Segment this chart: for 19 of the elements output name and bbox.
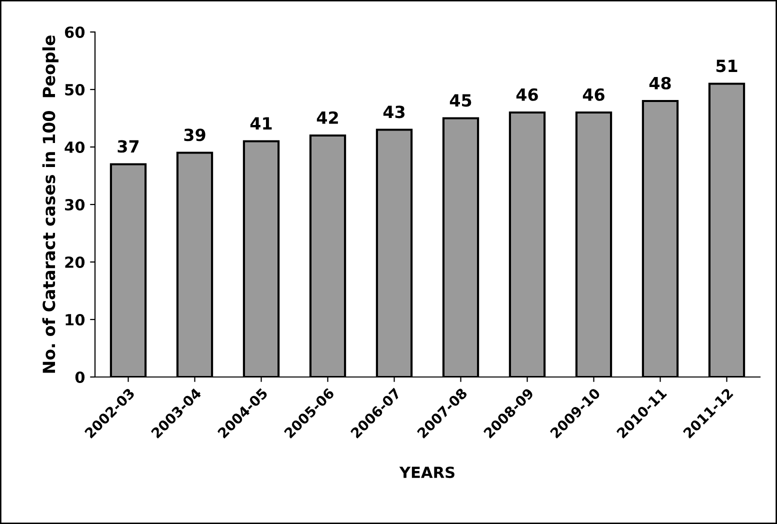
data-label: 48 xyxy=(649,76,671,90)
x-axis-title: YEARS xyxy=(399,466,454,478)
data-label: 46 xyxy=(516,88,538,101)
data-label: 42 xyxy=(316,111,338,124)
data-label: 37 xyxy=(118,140,139,153)
y-tick-label: 50 xyxy=(65,84,85,96)
data-label: 51 xyxy=(716,60,738,72)
data-label: 39 xyxy=(184,128,206,142)
data-label: 45 xyxy=(450,94,472,107)
y-axis-title: No. of Cataract cases in 100 People xyxy=(42,36,58,373)
y-tick-label: 60 xyxy=(64,26,85,38)
data-label: 43 xyxy=(383,106,405,118)
y-tick-label: 30 xyxy=(65,198,85,211)
y-tick-label: 40 xyxy=(64,141,85,154)
data-label: 41 xyxy=(250,117,272,130)
y-tick-label: 10 xyxy=(66,314,85,326)
y-tick-label: 20 xyxy=(65,256,85,268)
data-label: 46 xyxy=(582,88,604,101)
y-tick-label: 0 xyxy=(75,371,85,384)
